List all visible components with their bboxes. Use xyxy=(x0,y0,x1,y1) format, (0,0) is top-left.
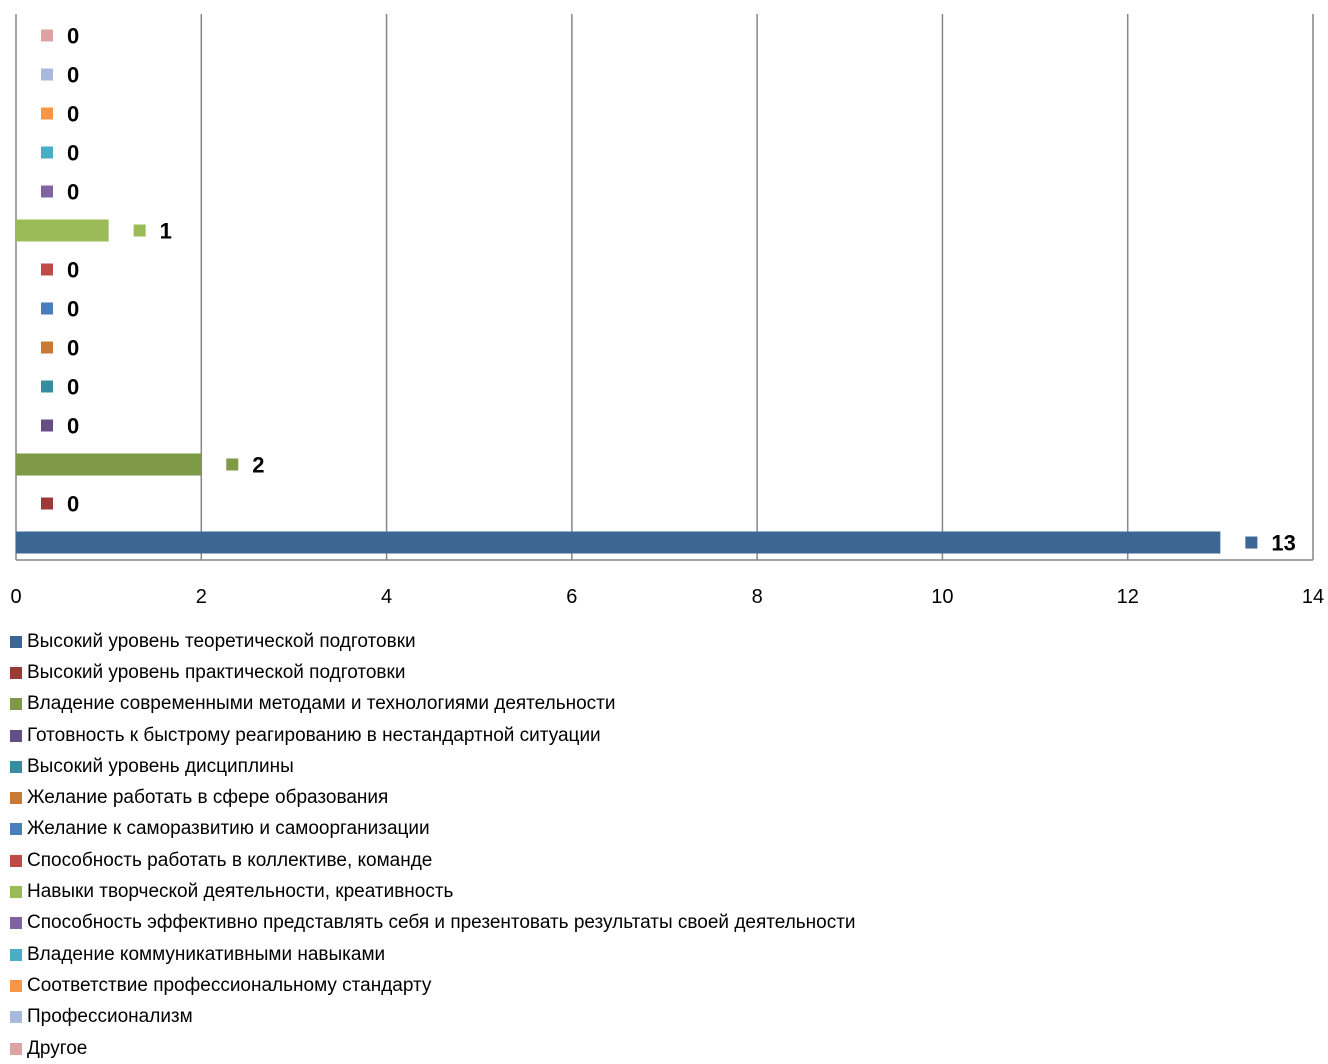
data-label: 0 xyxy=(67,375,79,400)
data-label: 1 xyxy=(160,219,172,244)
legend-label: Способность работать в коллективе, коман… xyxy=(27,849,433,871)
legend-item: Владение современными методами и техноло… xyxy=(10,689,1310,720)
legend-key xyxy=(10,729,22,742)
data-label: 2 xyxy=(252,453,264,478)
data-label-key xyxy=(41,68,53,81)
x-tick-label: 10 xyxy=(931,586,953,608)
data-label: 0 xyxy=(67,414,79,439)
legend-item: Соответствие профессиональному стандарту xyxy=(10,970,1310,1001)
data-label-key xyxy=(41,302,53,315)
legend-item: Навыки творческой деятельности, креативн… xyxy=(10,876,1310,907)
data-label: 0 xyxy=(67,180,79,205)
legend-key xyxy=(10,698,22,711)
legend-item: Способность работать в коллективе, коман… xyxy=(10,845,1310,876)
x-tick-label: 4 xyxy=(381,586,392,608)
bar xyxy=(16,219,109,242)
legend-item: Готовность к быстрому реагированию в нес… xyxy=(10,720,1310,751)
data-label-key xyxy=(133,224,146,237)
data-label-key xyxy=(41,146,53,159)
data-label: 0 xyxy=(67,63,79,88)
data-label-key xyxy=(41,419,53,432)
legend-label: Желание к саморазвитию и самоорганизации xyxy=(27,818,430,840)
data-label: 0 xyxy=(67,336,79,361)
legend-item: Владение коммуникативными навыками xyxy=(10,939,1310,970)
legend-label: Навыки творческой деятельности, креативн… xyxy=(27,881,454,903)
legend-key xyxy=(10,1042,22,1055)
data-label-key xyxy=(41,263,53,276)
x-tick-label: 14 xyxy=(1302,586,1324,608)
data-label: 0 xyxy=(67,24,79,49)
legend-label: Высокий уровень практической подготовки xyxy=(27,661,406,683)
legend-item: Другое xyxy=(10,1033,1310,1064)
data-label: 0 xyxy=(67,141,79,166)
data-label: 0 xyxy=(67,102,79,127)
legend-key xyxy=(10,666,22,679)
data-label-key xyxy=(41,29,53,42)
x-tick-label: 12 xyxy=(1117,586,1139,608)
data-label: 0 xyxy=(67,297,79,322)
data-label: 0 xyxy=(67,258,79,283)
legend-key xyxy=(10,1011,22,1024)
legend-label: Готовность к быстрому реагированию в нес… xyxy=(27,724,601,746)
data-label: 0 xyxy=(67,492,79,517)
legend-key xyxy=(10,948,22,961)
legend-key xyxy=(10,854,22,867)
legend-label: Соответствие профессиональному стандарту xyxy=(27,974,432,996)
axes xyxy=(15,14,1313,561)
legend-key xyxy=(10,886,22,899)
data-labels: 13 0 2 0 0 0 0 0 1 0 0 0 0 0 xyxy=(41,24,1296,556)
legend-item: Высокий уровень дисциплины xyxy=(10,751,1310,782)
bar xyxy=(16,453,202,476)
legend-key xyxy=(10,635,22,648)
legend-item: Высокий уровень теоретической подготовки xyxy=(10,626,1310,657)
bar xyxy=(16,531,1221,554)
legend-label: Высокий уровень дисциплины xyxy=(27,755,294,777)
data-label-key xyxy=(41,185,53,198)
legend-key xyxy=(10,917,22,930)
x-tick-label: 6 xyxy=(566,586,577,608)
legend-label: Способность эффективно представлять себя… xyxy=(27,912,856,934)
bars xyxy=(16,219,1221,554)
data-label-key xyxy=(41,107,53,120)
legend-item: Желание работать в сфере образования xyxy=(10,782,1310,813)
legend: Высокий уровень теоретической подготовки… xyxy=(10,626,1310,1064)
legend-label: Владение современными методами и техноло… xyxy=(27,693,616,715)
legend-item: Желание к саморазвитию и самоорганизации xyxy=(10,814,1310,845)
data-label-key xyxy=(41,341,53,354)
data-label: 13 xyxy=(1271,531,1295,556)
legend-label: Другое xyxy=(27,1037,88,1059)
x-tick-label: 8 xyxy=(752,586,763,608)
legend-key xyxy=(10,979,22,992)
data-label-key xyxy=(1245,536,1258,549)
legend-key xyxy=(10,760,22,773)
legend-label: Высокий уровень теоретической подготовки xyxy=(27,630,416,652)
legend-label: Владение коммуникативными навыками xyxy=(27,943,386,965)
legend-key xyxy=(10,792,22,805)
data-label-key xyxy=(41,497,53,510)
x-tick-label: 2 xyxy=(196,586,207,608)
legend-label: Желание работать в сфере образования xyxy=(27,787,389,809)
legend-key xyxy=(10,823,22,836)
data-label-key xyxy=(226,458,239,471)
gridlines xyxy=(200,14,1314,560)
legend-item: Способность эффективно представлять себя… xyxy=(10,908,1310,939)
legend-label: Профессионализм xyxy=(27,1006,193,1028)
legend-item: Высокий уровень практической подготовки xyxy=(10,657,1310,688)
x-tick-labels: 0 2 4 6 8 10 12 14 xyxy=(10,586,1324,608)
x-tick-label: 0 xyxy=(10,586,21,608)
data-label-key xyxy=(41,380,53,393)
legend-item: Профессионализм xyxy=(10,1002,1310,1033)
